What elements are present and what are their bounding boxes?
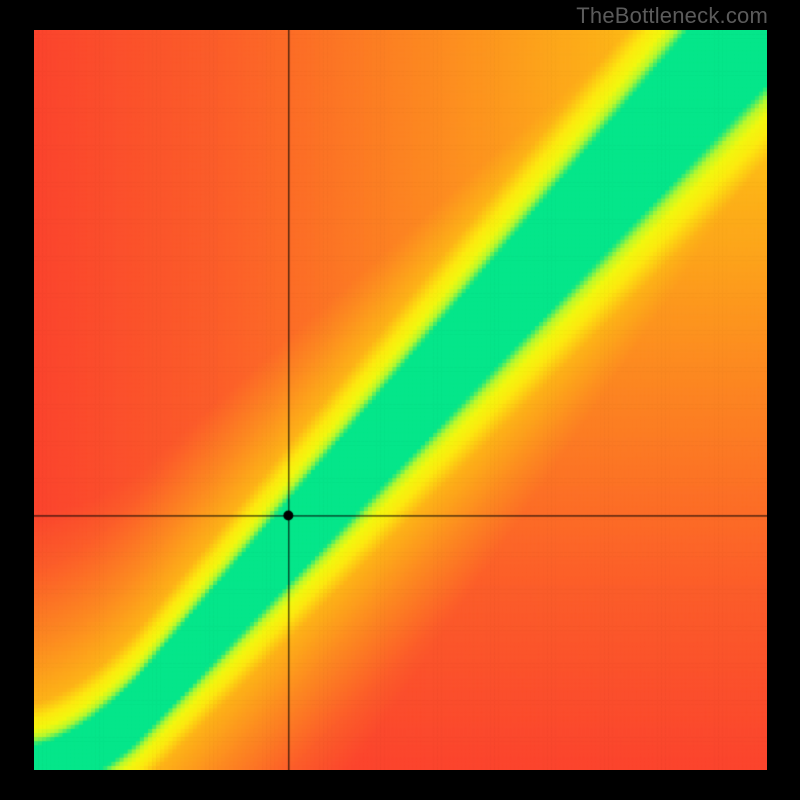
heatmap-canvas (34, 30, 767, 770)
plot-area (34, 30, 767, 770)
chart-container: TheBottleneck.com (0, 0, 800, 800)
watermark-text: TheBottleneck.com (576, 3, 768, 29)
